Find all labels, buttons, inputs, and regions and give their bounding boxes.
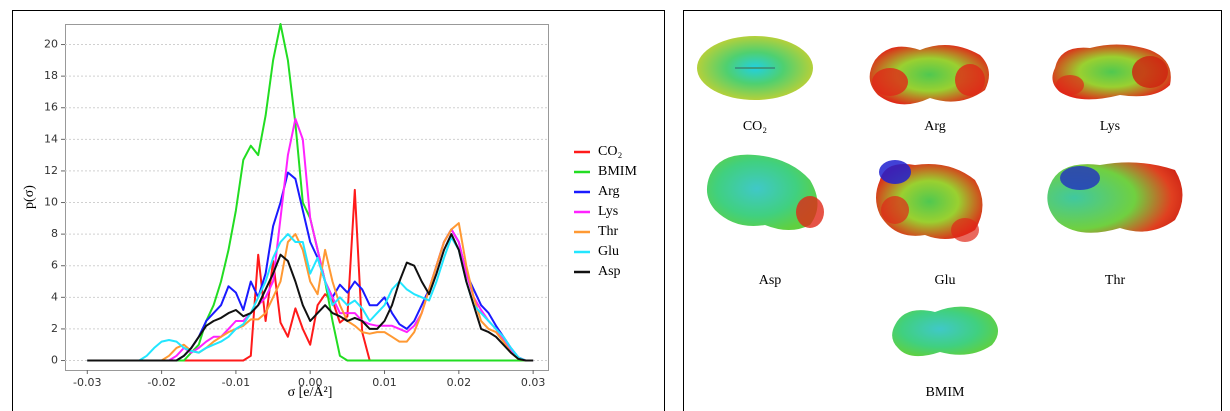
legend-label: Glu [598,244,619,259]
molecule-thr [1047,162,1183,233]
chart: σ [e/Å²] p(σ) 0 2 4 6 8 10 12 14 16 18 20 -0.03 -0.0… [12,10,665,411]
y-tick-label: 20 [44,38,58,51]
y-tick-label: 6 [51,259,58,272]
molecule-label: Glu [935,273,956,288]
molecule-label: Thr [1105,273,1126,288]
x-tick-label: 0.01 [372,376,397,389]
panel-frame [683,10,1222,411]
x-tick-label: -0.01 [222,376,250,389]
x-axis-label: σ [e/Å²] [288,384,333,400]
y-tick-label: 4 [51,290,58,303]
molecule-glu [876,160,983,242]
molecule-co2 [697,36,813,100]
x-tick-label: -0.03 [73,376,101,389]
molecule-label: Arg [924,119,946,134]
molecule-bmim [892,306,999,357]
molecule-label: CO₂ [743,119,767,134]
y-tick-label: 12 [44,164,58,177]
molecule-label: Lys [1100,119,1120,134]
legend-label: Asp [598,264,621,279]
y-tick-label: 8 [51,227,58,240]
y-tick-label: 10 [44,196,58,209]
y-axis-label: p(σ) [22,185,37,209]
x-tick-label: -0.02 [147,376,175,389]
molecule-asp [706,154,824,230]
series-line [87,233,534,362]
y-tick-label: 2 [51,322,58,335]
molecule-panel: CO₂ Arg Lys Asp Glu Thr BMIM [683,10,1222,411]
y-tick-label: 0 [51,354,58,367]
plot-frame [65,24,549,371]
x-tick-label: 0.02 [447,376,472,389]
y-tick-label: 14 [44,132,58,145]
panel-frame [12,10,665,411]
molecule-label: BMIM [926,385,965,400]
legend-label: BMIM [598,164,637,179]
y-tick-label: 18 [44,69,58,82]
legend-label: CO₂ [598,144,622,159]
x-tick-label: 0.00 [298,376,323,389]
legend-label: Thr [598,224,619,239]
legend-label: Arg [598,184,620,199]
molecule-arg [869,45,989,105]
molecule-lys [1052,44,1171,100]
y-tick-label: 16 [44,101,58,114]
legend-label: Lys [598,204,618,219]
x-tick-label: 0.03 [521,376,546,389]
molecule-label: Asp [759,273,782,288]
